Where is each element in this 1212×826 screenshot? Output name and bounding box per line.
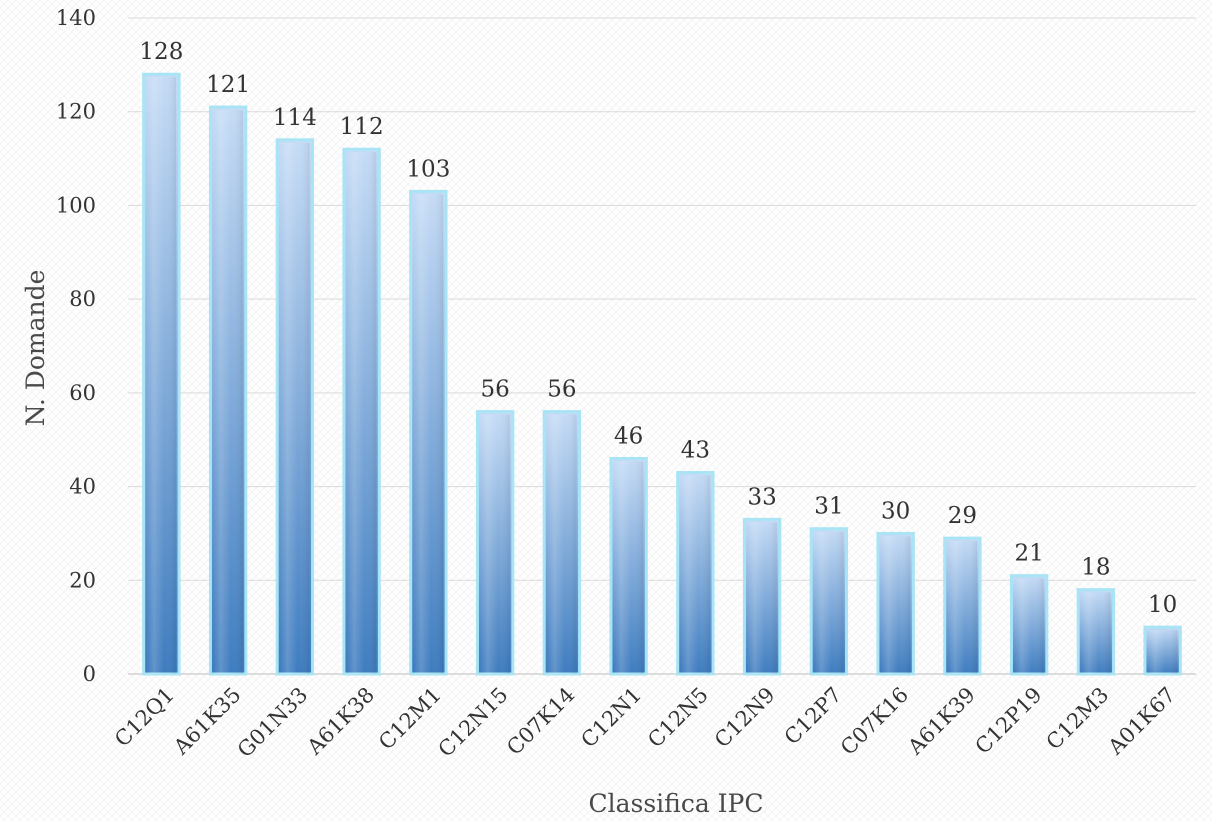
- bar-c07k14: [542, 410, 582, 676]
- bar-highlight: [680, 475, 711, 674]
- bar-highlight: [280, 142, 310, 675]
- data-label: 56: [480, 377, 509, 403]
- bar-c12p7: [809, 527, 849, 676]
- data-label: 18: [1081, 555, 1110, 581]
- bar-highlight: [880, 536, 911, 674]
- bar-highlight: [814, 531, 844, 674]
- bar-c12q1: [142, 72, 181, 676]
- data-label: 10: [1148, 592, 1177, 618]
- bar-highlight: [1147, 630, 1178, 674]
- y-tick-label: 100: [56, 193, 96, 217]
- bar-highlight: [747, 522, 777, 674]
- y-tick-label: 140: [56, 6, 96, 30]
- y-tick-label: 40: [69, 475, 96, 499]
- bar-c12m3: [1076, 588, 1116, 676]
- bars: [142, 72, 1182, 676]
- y-tick-label: 20: [69, 568, 96, 592]
- data-label: 56: [547, 377, 576, 403]
- bar-highlight: [947, 541, 978, 674]
- data-label: 29: [948, 503, 977, 529]
- data-labels: 128 121 114 112 103 56 56 46 43 33 31 30 29 21 18 10: [139, 39, 1177, 618]
- y-axis-title: N. Domande: [21, 270, 50, 427]
- data-label: 46: [614, 423, 643, 449]
- data-label: 30: [881, 498, 910, 524]
- data-label: 103: [406, 156, 450, 182]
- data-label: 33: [747, 484, 776, 510]
- bar-c12n15: [475, 410, 515, 676]
- data-label: 114: [273, 105, 317, 131]
- y-tick-label: 120: [56, 100, 96, 124]
- data-label: 121: [206, 72, 250, 98]
- y-tick-label: 0: [83, 662, 96, 686]
- bar-highlight: [213, 110, 243, 675]
- bar-a01k67: [1143, 625, 1182, 676]
- bar-g01n33: [275, 138, 315, 676]
- bar-a61k39: [943, 536, 982, 676]
- bar-c12n9: [742, 517, 782, 676]
- y-tick-label: 80: [69, 287, 96, 311]
- bar-highlight: [613, 461, 644, 674]
- data-label: 112: [340, 114, 384, 140]
- data-label: 128: [139, 39, 183, 65]
- bar-highlight: [1014, 578, 1044, 674]
- bar-highlight: [346, 152, 377, 674]
- bar-c12p19: [1009, 574, 1049, 676]
- bar-highlight: [146, 77, 177, 674]
- data-label: 21: [1014, 541, 1043, 567]
- bar-c07k16: [876, 531, 915, 676]
- x-axis-title: Classifica IPC: [588, 789, 763, 818]
- bar-c12n5: [676, 471, 715, 676]
- bar-highlight: [413, 194, 444, 674]
- data-label: 43: [681, 438, 710, 464]
- bar-highlight: [547, 414, 577, 674]
- bar-a61k35: [208, 105, 248, 676]
- data-label: 31: [814, 494, 843, 520]
- y-axis-ticks: 0 20 40 60 80 100 120 140: [56, 6, 96, 686]
- y-tick-label: 60: [69, 381, 96, 405]
- bar-a61k38: [342, 147, 381, 676]
- bar-highlight: [1081, 592, 1111, 674]
- bar-c12m1: [409, 189, 448, 676]
- bar-c12n1: [609, 456, 648, 676]
- bar-highlight: [480, 414, 510, 674]
